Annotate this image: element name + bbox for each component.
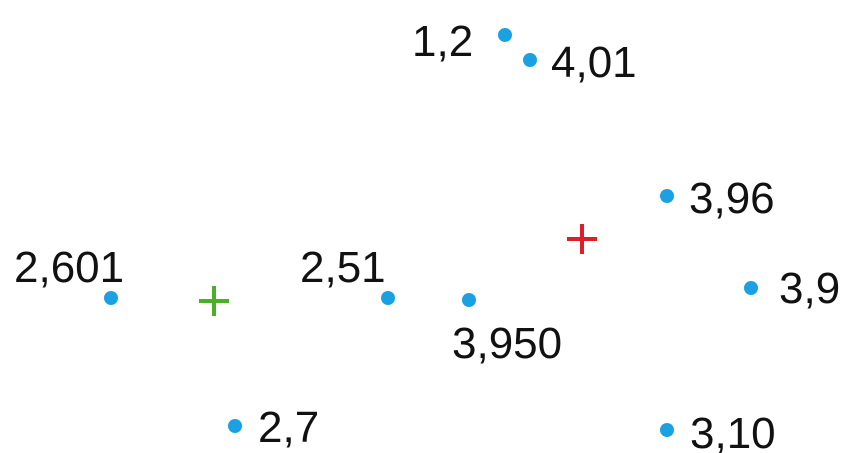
- point-3-96-label: 3,96: [689, 174, 775, 223]
- point-2-601-label: 2,601: [14, 243, 124, 292]
- point-2-7-dot: [228, 419, 242, 433]
- point-3-9-dot: [744, 281, 758, 295]
- point-3-950-dot: [462, 293, 476, 307]
- point-3-9-label: 3,9: [779, 264, 840, 313]
- point-2-51-label: 2,51: [300, 243, 386, 292]
- red-plus-marker: [567, 224, 597, 254]
- point-4-01-label: 4,01: [551, 38, 637, 87]
- point-2-601-dot: [104, 291, 118, 305]
- point-1-2-dot: [498, 28, 512, 42]
- green-plus-marker: [199, 286, 229, 316]
- point-4-01-dot: [523, 53, 537, 67]
- point-3-10-dot: [660, 423, 674, 437]
- point-3-96-dot: [660, 189, 674, 203]
- point-3-10-label: 3,10: [690, 409, 776, 453]
- point-2-7-label: 2,7: [258, 403, 319, 452]
- point-1-2-label: 1,2: [412, 17, 473, 66]
- point-2-51-dot: [381, 291, 395, 305]
- point-3-950-label: 3,950: [452, 319, 562, 368]
